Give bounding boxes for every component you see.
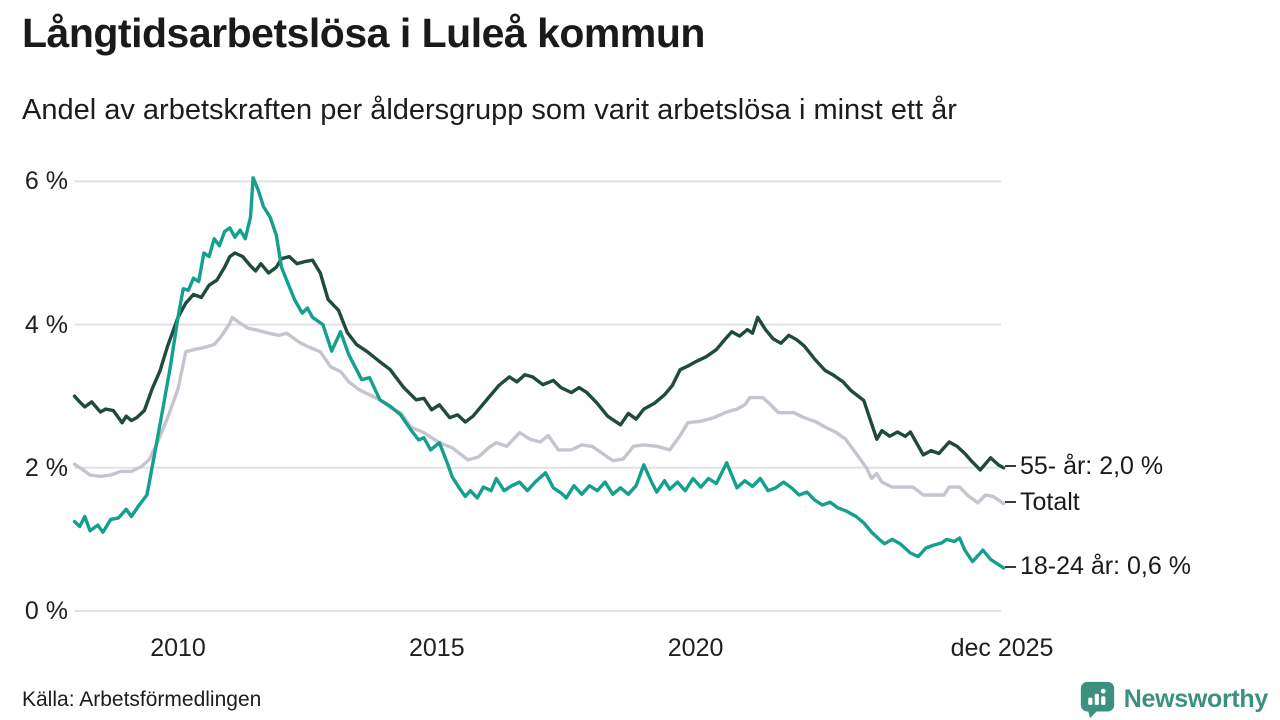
- y-axis-tick-label: 2 %: [24, 453, 68, 482]
- series-end-label-Totalt: Totalt: [1005, 488, 1080, 517]
- series-line-Totalt: [72, 315, 1006, 506]
- newsworthy-logo-text: Newsworthy: [1123, 684, 1269, 713]
- newsworthy-logo-icon: [1080, 681, 1114, 718]
- series-end-label-text: 18-24 år: 0,6 %: [1020, 552, 1191, 581]
- chart-title: Långtidsarbetslösa i Luleå kommun: [22, 10, 705, 56]
- label-connector-dash: [1005, 501, 1016, 504]
- x-axis-tick-label: 2010: [150, 634, 206, 662]
- y-axis-tick-label: 4 %: [24, 310, 68, 339]
- y-axis-tick-label: 6 %: [24, 167, 68, 196]
- x-axis-tick-label: 2015: [408, 634, 465, 662]
- series-line-18-24år: [72, 176, 1006, 570]
- series-end-label-text: 55- år: 2,0 %: [1020, 451, 1164, 480]
- label-connector-dash: [1005, 465, 1016, 468]
- newsworthy-branding: Newsworthy: [1079, 680, 1268, 718]
- x-axis-tick-label: 2020: [667, 634, 724, 662]
- y-axis-tick-label: 0 %: [24, 597, 68, 625]
- series-end-label-18-24år: 18-24 år: 0,6 %: [1005, 552, 1191, 581]
- label-connector-dash: [1005, 565, 1016, 568]
- series-line-55-år: [72, 251, 1006, 472]
- series-end-label-text: Totalt: [1020, 487, 1080, 516]
- series-end-label-55-år: 55- år: 2,0 %: [1005, 452, 1163, 481]
- source-note: Källa: Arbetsförmedlingen: [22, 688, 262, 711]
- x-axis-tick-label: dec 2025: [950, 634, 1054, 662]
- chart-subtitle: Andel av arbetskraften per åldersgrupp s…: [22, 94, 957, 126]
